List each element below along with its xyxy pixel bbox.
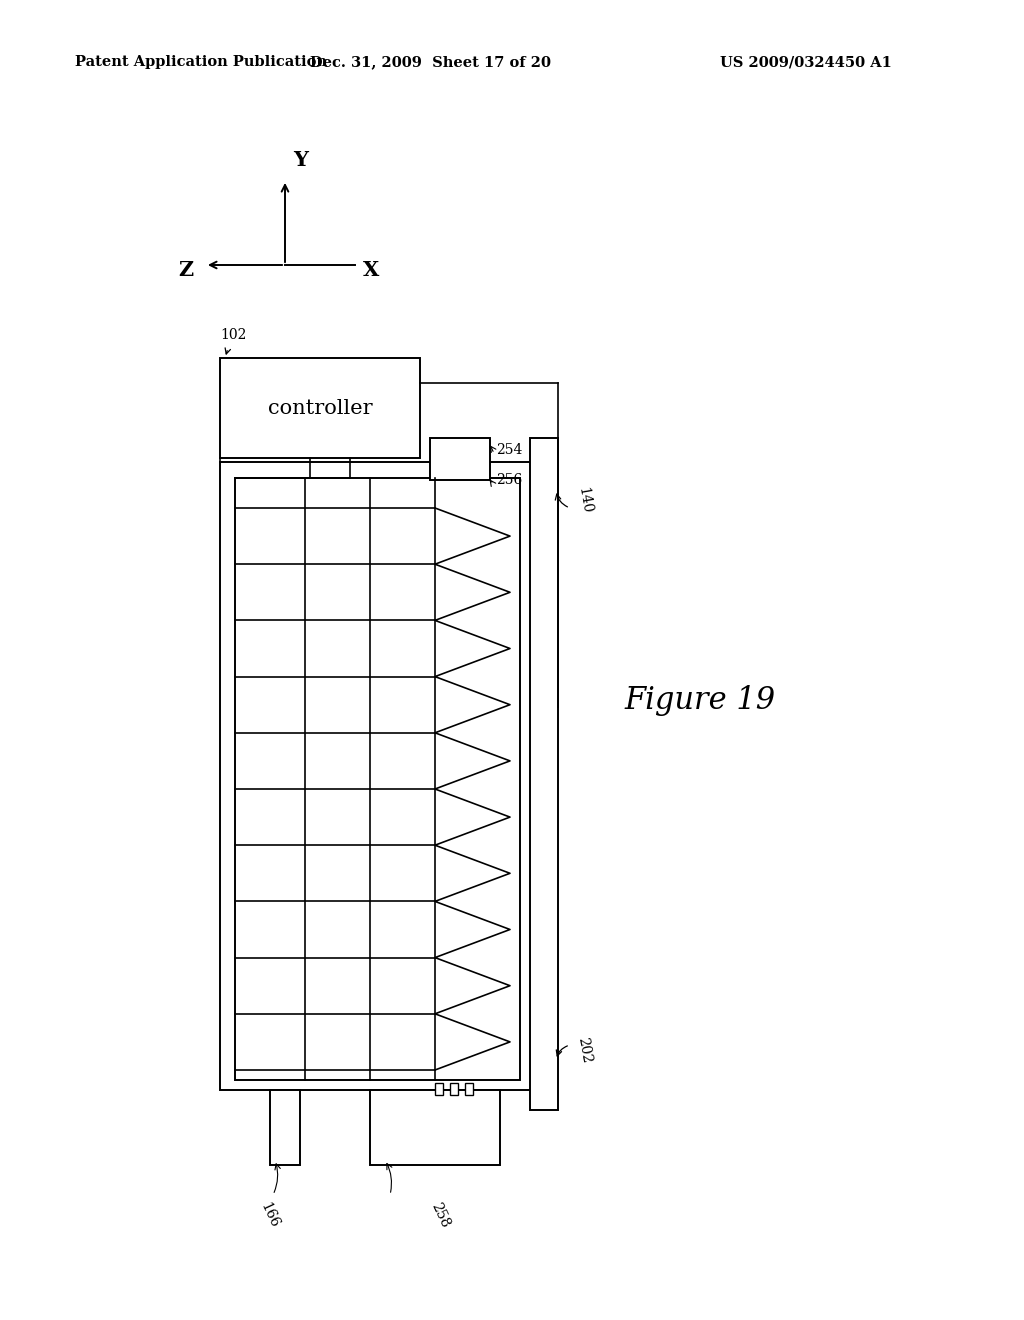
Text: 202: 202 [575, 1036, 593, 1064]
Text: 254: 254 [496, 444, 522, 457]
Bar [270, 1090, 300, 1166]
Text: Patent Application Publication: Patent Application Publication [75, 55, 327, 69]
Text: X: X [362, 260, 379, 280]
Text: 166: 166 [258, 1200, 282, 1230]
Bar [234, 478, 520, 1080]
Text: controller: controller [267, 399, 373, 417]
Bar [435, 1082, 443, 1096]
Text: 258: 258 [428, 1200, 452, 1230]
Text: Y: Y [293, 150, 308, 170]
Bar [370, 1090, 500, 1166]
Bar [220, 462, 555, 1090]
Text: Figure 19: Figure 19 [625, 685, 775, 715]
Text: US 2009/0324450 A1: US 2009/0324450 A1 [720, 55, 892, 69]
Text: 140: 140 [575, 486, 593, 515]
Text: Z: Z [178, 260, 193, 280]
Text: 256: 256 [496, 473, 522, 487]
Bar [220, 358, 420, 458]
Text: 102: 102 [220, 327, 247, 342]
Bar [465, 1082, 473, 1096]
Bar [430, 438, 490, 480]
Bar [450, 1082, 458, 1096]
Text: Dec. 31, 2009  Sheet 17 of 20: Dec. 31, 2009 Sheet 17 of 20 [309, 55, 551, 69]
Bar [530, 438, 558, 1110]
